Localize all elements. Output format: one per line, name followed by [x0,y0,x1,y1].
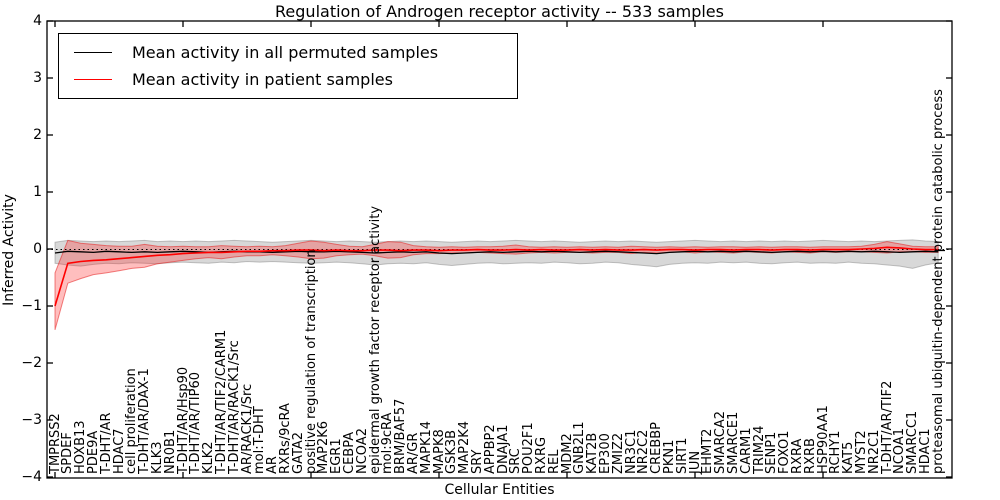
x-category-label: REL [546,449,562,475]
legend: Mean activity in all permuted samples Me… [58,33,518,99]
x-category-label: HDAC1 [917,428,933,474]
x-category-label: EP300 [597,433,613,474]
y-tick-label: −1 [21,298,42,314]
x-category-label: GATA2 [290,431,306,474]
x-category-label: APPBP2 [482,424,498,474]
y-tick-label: 4 [33,13,42,29]
y-tick-labels: 4 3 2 1 0 −1 −2 −3 −4 [0,0,42,500]
legend-item-label: Mean activity in all permuted samples [132,42,439,62]
x-category-label: MYST2 [853,430,869,474]
patient-mean-line [54,246,939,307]
y-tick-label: 2 [33,127,42,143]
x-category-label: NR2C1 [866,429,882,474]
x-category-label: T-DHT/AR/TIF2/CARM1 [213,329,229,474]
permuted-line-sample-icon [74,51,112,53]
chart-title: Regulation of Androgen receptor activity… [275,2,724,21]
y-tick-label: 1 [33,184,42,200]
x-category-label: NCOA2 [354,428,370,474]
x-category-label: MAPK14 [418,420,434,474]
x-category-label: SMARCE1 [725,411,741,474]
x-category-label: KLK3 [149,441,165,474]
legend-item-permuted: Mean activity in all permuted samples [59,43,517,62]
x-category-label: NR0B1 [162,429,178,474]
x-category-label: SRY [469,449,485,474]
patient-line-sample-icon [74,79,112,81]
x-axis-label: Cellular Entities [444,482,555,498]
x-category-label: RXRG [533,436,549,474]
x-category-label: PKN1 [661,439,677,474]
x-category-label: ZMIZ2 [610,432,626,474]
x-category-label: T-DHT/AR [98,412,114,474]
x-category-label: PDE9A [85,430,101,474]
legend-item-label: Mean activity in patient samples [132,70,393,90]
y-tick-label: −2 [21,355,42,371]
x-category-label: RXRA [789,438,805,474]
x-category-label: CEBPA [341,431,357,474]
x-category-label: proteasomal ubiquitin-dependent protein … [930,89,946,474]
y-tick-label: −4 [21,469,42,485]
x-category-label: AR/GR [405,432,421,474]
x-category-label: T-DHT/AR/RACK1/Src [226,340,242,474]
x-category-label: RXRB [802,438,818,474]
y-tick-label: −3 [21,412,42,428]
x-category-label: CARM1 [738,427,754,475]
y-tick-label: 0 [33,241,42,257]
x-category-label: RXRs/9cRA [277,403,293,474]
y-tick-label: 3 [33,70,42,86]
legend-item-patient: Mean activity in patient samples [59,70,517,89]
x-category-label: SIRT1 [674,437,690,474]
